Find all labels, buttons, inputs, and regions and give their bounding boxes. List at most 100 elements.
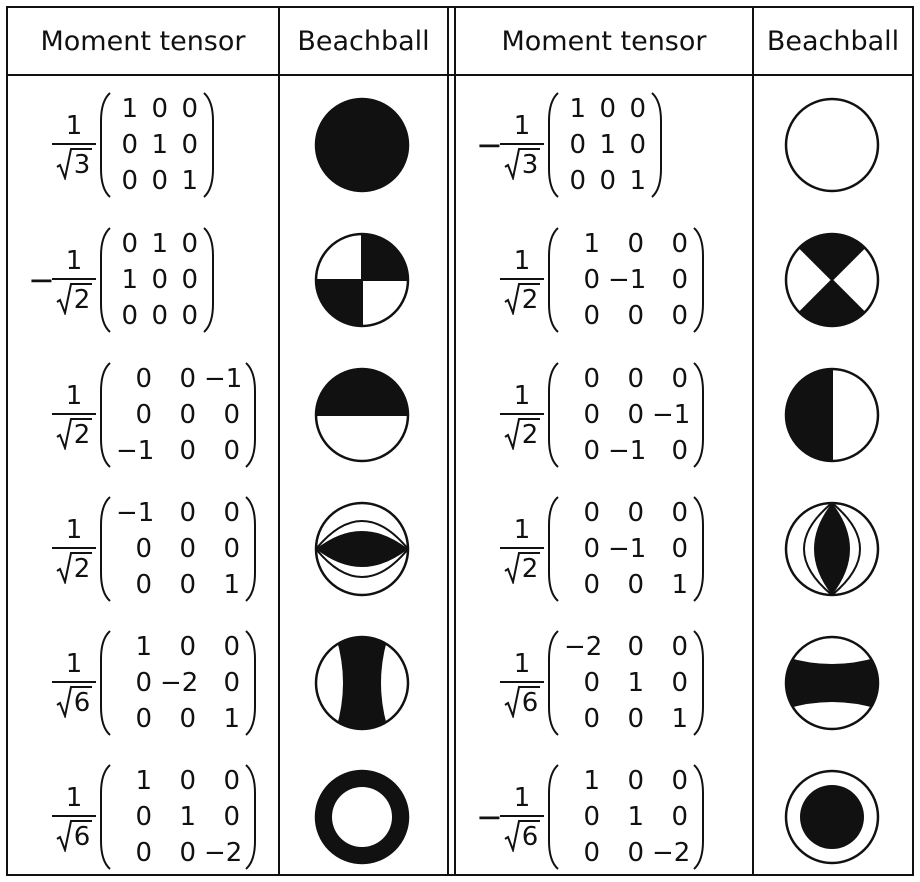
left-paren-icon — [548, 92, 559, 198]
left-paren-icon — [100, 764, 111, 870]
fraction-numerator: 1 — [65, 380, 83, 411]
matrix-cell: 0 — [223, 766, 240, 796]
matrix-cell: −1 — [116, 436, 155, 466]
fraction-numerator: 1 — [65, 514, 83, 545]
matrix-cell: 0 — [583, 704, 600, 734]
matrix-cell: 0 — [135, 364, 152, 394]
matrix-cell: 0 — [599, 94, 616, 124]
radicand: 2 — [71, 551, 93, 584]
left-moment-tensor: −1 2 0 1 0 1 0 0 0 0 0 — [28, 215, 214, 345]
matrix-cell: 1 — [627, 668, 644, 698]
tensor-matrix: 0 0 0 0 0 −1 0 −1 0 — [548, 361, 704, 469]
right-paren-icon — [245, 362, 256, 468]
left-moment-tensor: 1 2 0 0 −1 0 0 0 −1 0 0 — [28, 350, 256, 480]
radicand: 6 — [519, 685, 541, 718]
matrix-cell: 0 — [151, 265, 168, 295]
right-paren-icon — [203, 227, 214, 333]
matrix-cell: 0 — [627, 498, 644, 528]
matrix-cell: 0 — [583, 265, 600, 295]
center-divider — [447, 6, 449, 876]
fraction-numerator: 1 — [65, 782, 83, 813]
left-beachball-icon — [314, 635, 410, 731]
matrix-cell: 0 — [671, 436, 688, 466]
matrix-cell: 1 — [179, 802, 196, 832]
matrix-cell: 0 — [671, 534, 688, 564]
radicand: 2 — [519, 551, 541, 584]
left-paren-icon — [548, 362, 559, 468]
matrix-cell: 0 — [179, 534, 196, 564]
left-beachball-icon — [314, 501, 410, 597]
fraction-numerator: 1 — [513, 648, 531, 679]
radicand: 3 — [519, 147, 541, 180]
matrix-cell: 0 — [151, 94, 168, 124]
matrix-cell: 0 — [671, 229, 688, 259]
matrix-cell: −2 — [564, 632, 603, 662]
matrix-cell: 1 — [121, 94, 138, 124]
fraction-bar — [52, 814, 96, 817]
right-paren-icon — [245, 630, 256, 736]
right-beachball-icon — [784, 232, 880, 328]
matrix-cell: 0 — [627, 704, 644, 734]
matrix-cell: 0 — [135, 570, 152, 600]
sqrt-icon — [56, 282, 72, 315]
left-moment-tensor: 1 6 1 0 0 0 −2 0 0 0 1 — [28, 618, 256, 748]
matrix-cell: 0 — [223, 632, 240, 662]
fraction-bar — [500, 546, 544, 549]
right-paren-icon — [203, 92, 214, 198]
right-moment-tensor: 1 2 0 0 0 0 0 −1 0 −1 0 — [476, 350, 704, 480]
left-moment-tensor: 1 2 −1 0 0 0 0 0 0 0 1 — [28, 484, 256, 614]
matrix-cell: 1 — [135, 632, 152, 662]
fraction-denominator: 6 — [56, 819, 93, 852]
matrix-cell: 0 — [583, 301, 600, 331]
right-beachball-icon — [784, 367, 880, 463]
radicand: 6 — [71, 685, 93, 718]
matrix-cell: 0 — [179, 704, 196, 734]
right-moment-tensor: 1 2 0 0 0 0 −1 0 0 0 1 — [476, 484, 704, 614]
right-paren-icon — [693, 496, 704, 602]
table-border-left — [6, 6, 8, 876]
matrix-cell: 0 — [569, 166, 586, 196]
left-paren-icon — [548, 496, 559, 602]
matrix-cell: 0 — [583, 802, 600, 832]
matrix-cell: 1 — [583, 229, 600, 259]
matrix-cell: −2 — [652, 838, 691, 868]
tensor-matrix: 0 0 0 0 −1 0 0 0 1 — [548, 495, 704, 603]
left-beachball-icon — [314, 769, 410, 865]
matrix-cell: 0 — [627, 229, 644, 259]
matrix-cell: 0 — [135, 534, 152, 564]
matrix-cell: 0 — [583, 400, 600, 430]
fraction-bar — [52, 546, 96, 549]
right-beachball-icon — [784, 769, 880, 865]
fraction-bar — [500, 680, 544, 683]
fraction-denominator: 6 — [504, 685, 541, 718]
right-paren-icon — [693, 362, 704, 468]
matrix-cell: −1 — [116, 498, 155, 528]
right-moment-tensor: −1 3 1 0 0 0 1 0 0 0 1 — [476, 80, 662, 210]
matrix-cell: 0 — [135, 802, 152, 832]
fraction-bar — [500, 277, 544, 280]
matrix-cell: 0 — [151, 301, 168, 331]
column-divider — [752, 6, 754, 876]
fraction-numerator: 1 — [513, 245, 531, 276]
fraction-denominator: 2 — [504, 282, 541, 315]
matrix-cell: 0 — [583, 570, 600, 600]
tensor-sign: − — [28, 261, 55, 299]
matrix-cell: 0 — [583, 838, 600, 868]
sqrt-icon — [504, 819, 520, 852]
matrix-cell: 0 — [121, 166, 138, 196]
fraction-denominator: 2 — [504, 417, 541, 450]
matrix-cell: −1 — [608, 534, 647, 564]
tensor-matrix: 1 0 0 0 1 0 0 0 −2 — [100, 763, 256, 871]
tensor-matrix: 1 0 0 0 −1 0 0 0 0 — [548, 226, 704, 334]
left-paren-icon — [100, 630, 111, 736]
matrix-cell: 0 — [121, 229, 138, 259]
sqrt-icon — [56, 417, 72, 450]
fraction-denominator: 6 — [56, 685, 93, 718]
right-moment-tensor: −1 6 1 0 0 0 1 0 0 0 −2 — [476, 752, 704, 882]
